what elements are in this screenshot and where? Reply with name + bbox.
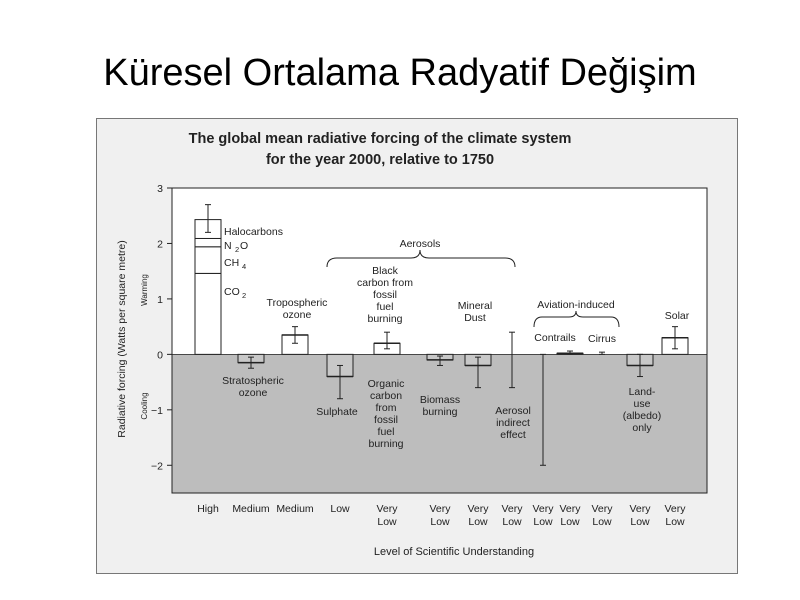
y-tick-label: −1 xyxy=(151,405,163,417)
label-n2o-sub: 2 xyxy=(235,245,239,254)
label-ch4-sub: 4 xyxy=(242,262,246,271)
label-sulphate: Sulphate xyxy=(316,406,358,418)
label-stratospheric-ozone: ozone xyxy=(239,387,268,399)
understanding-label: Very xyxy=(664,503,686,515)
understanding-label: Low xyxy=(533,516,553,528)
understanding-label: Low xyxy=(665,516,685,528)
y-tick-label: 0 xyxy=(157,349,163,361)
understanding-label: High xyxy=(197,503,219,515)
bar-n2o xyxy=(194,237,222,248)
understanding-label: Medium xyxy=(232,503,270,515)
warming-label: Warming xyxy=(140,274,149,306)
label-mineral-dust: Dust xyxy=(464,312,486,324)
label-cirrus: Cirrus xyxy=(588,333,616,345)
understanding-label: Very xyxy=(467,503,489,515)
understanding-label: Low xyxy=(377,516,397,528)
y-tick-label: −2 xyxy=(151,460,163,472)
warming-region xyxy=(172,188,707,355)
label-tropospheric-ozone: ozone xyxy=(283,309,312,321)
label-mineral-dust: Mineral xyxy=(458,300,492,312)
y-axis-title: Radiative forcing (Watts per square metr… xyxy=(116,240,128,437)
label-organic-carbon: from xyxy=(376,402,397,414)
understanding-label: Low xyxy=(630,516,650,528)
understanding-label: Very xyxy=(532,503,554,515)
label-stratospheric-ozone: Stratospheric xyxy=(222,375,284,387)
label-land-use: only xyxy=(632,422,652,434)
cooling-label: Cooling xyxy=(140,392,149,419)
understanding-label: Very xyxy=(501,503,523,515)
bar-co2 xyxy=(194,272,222,355)
cooling-region xyxy=(172,354,707,493)
aerosols-brace xyxy=(326,249,516,268)
plot-frame xyxy=(171,187,708,494)
label-aviation-induced: Aviation-induced xyxy=(537,299,615,311)
label-tropospheric-ozone: Tropospheric xyxy=(267,297,328,309)
label-organic-carbon: fossil xyxy=(374,414,398,426)
understanding-label: Very xyxy=(559,503,581,515)
slide-title: Küresel Ortalama Radyatif Değişim xyxy=(103,52,697,94)
understanding-label: Low xyxy=(430,516,450,528)
label-aerosol-indirect: Aerosol xyxy=(495,405,531,417)
bar-ch4 xyxy=(194,246,222,274)
radiative-forcing-chart: The global mean radiative forcing of the… xyxy=(116,131,708,558)
label-black-carbon: fossil xyxy=(373,289,397,301)
label-solar: Solar xyxy=(665,310,690,322)
label-black-carbon: carbon from xyxy=(357,277,413,289)
y-tick-label: 2 xyxy=(157,238,163,250)
understanding-label: Low xyxy=(330,503,350,515)
understanding-label: Medium xyxy=(276,503,314,515)
x-axis-title: Level of Scientific Understanding xyxy=(374,546,534,558)
label-black-carbon: burning xyxy=(367,313,402,325)
label-biomass-burning: Biomass xyxy=(420,394,460,406)
label-land-use: (albedo) xyxy=(623,410,662,422)
understanding-label: Very xyxy=(429,503,451,515)
label-ch4: CH xyxy=(224,257,239,269)
understanding-label: Very xyxy=(376,503,398,515)
understanding-label: Very xyxy=(629,503,651,515)
label-aerosol-indirect: effect xyxy=(500,429,526,441)
plot-area: 3 2 1 0 −1 −2 Radiative forcing (Watts per squ… xyxy=(116,183,708,528)
understanding-label: Low xyxy=(502,516,522,528)
y-tick-label: 3 xyxy=(157,183,163,195)
understanding-label: Low xyxy=(468,516,488,528)
aviation-brace xyxy=(533,310,620,328)
label-aerosols: Aerosols xyxy=(400,238,441,250)
understanding-label: Low xyxy=(560,516,580,528)
label-organic-carbon: burning xyxy=(368,438,403,450)
chart-title: The global mean radiative forcing of the… xyxy=(189,131,572,147)
label-co2-sub: 2 xyxy=(242,291,246,300)
label-co2: CO xyxy=(224,286,240,298)
label-biomass-burning: burning xyxy=(422,406,457,418)
label-organic-carbon: Organic xyxy=(368,378,405,390)
label-land-use: use xyxy=(634,398,651,410)
chart-figure: The global mean radiative forcing of the… xyxy=(96,118,738,574)
understanding-label: Low xyxy=(592,516,612,528)
chart-subtitle: for the year 2000, relative to 1750 xyxy=(266,152,494,168)
label-black-carbon: fuel xyxy=(377,301,394,313)
label-aerosol-indirect: indirect xyxy=(496,417,530,429)
label-n2o: N xyxy=(224,240,232,252)
label-organic-carbon: carbon xyxy=(370,390,402,402)
label-organic-carbon: fuel xyxy=(378,426,395,438)
understanding-label: Very xyxy=(591,503,613,515)
label-halocarbons: Halocarbons xyxy=(224,226,283,238)
label-n2o-end: O xyxy=(240,240,248,252)
label-contrails: Contrails xyxy=(534,332,575,344)
y-tick-label: 1 xyxy=(157,294,163,306)
label-black-carbon: Black xyxy=(372,265,398,277)
label-land-use: Land- xyxy=(629,386,656,398)
